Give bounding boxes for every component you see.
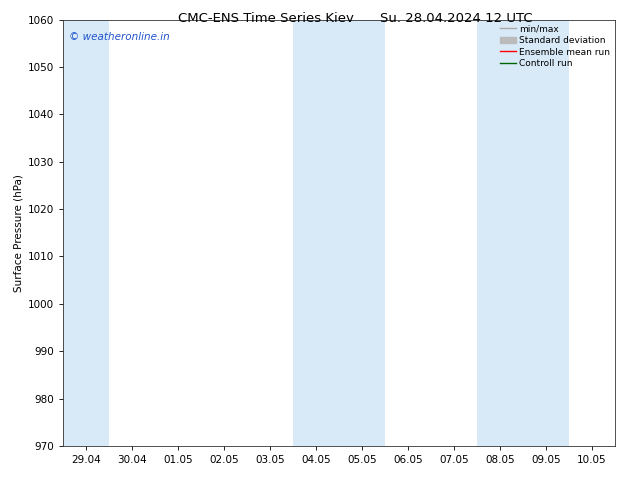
Y-axis label: Surface Pressure (hPa): Surface Pressure (hPa)	[14, 174, 24, 292]
Text: CMC-ENS Time Series Kiev: CMC-ENS Time Series Kiev	[178, 12, 354, 25]
Text: Su. 28.04.2024 12 UTC: Su. 28.04.2024 12 UTC	[380, 12, 533, 25]
Legend: min/max, Standard deviation, Ensemble mean run, Controll run: min/max, Standard deviation, Ensemble me…	[500, 24, 611, 68]
Text: © weatheronline.in: © weatheronline.in	[69, 32, 170, 43]
Bar	[293, 20, 385, 446]
Bar	[477, 20, 569, 446]
Bar	[63, 20, 110, 446]
